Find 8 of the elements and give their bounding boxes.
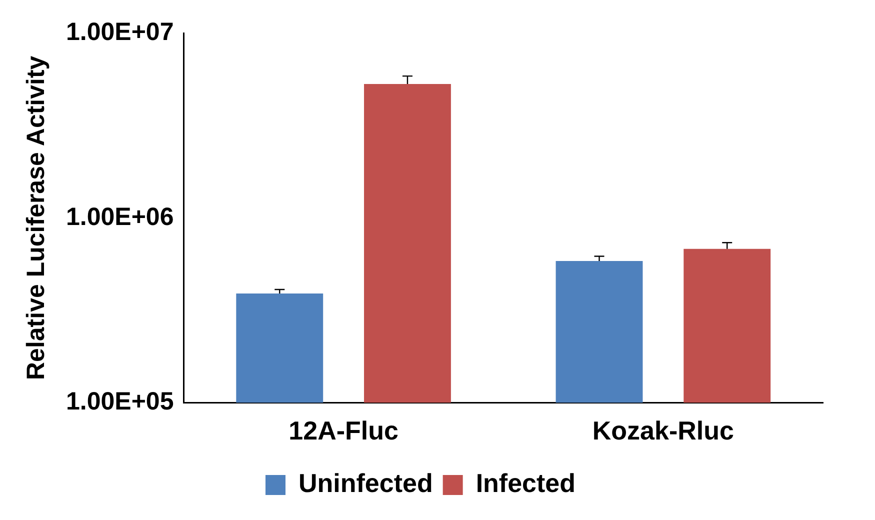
x-tick-label: 12A-Fluc: [288, 416, 398, 446]
y-tick-label: 1.00E+07: [66, 18, 174, 46]
legend-label: Uninfected: [298, 468, 433, 498]
legend-label: Infected: [476, 468, 576, 498]
y-axis-title: Relative Luciferase Activity: [22, 56, 50, 380]
x-tick-label: Kozak-Rluc: [592, 416, 734, 446]
y-tick-label: 1.00E+05: [66, 388, 174, 416]
y-tick-label: 1.00E+06: [66, 202, 174, 231]
